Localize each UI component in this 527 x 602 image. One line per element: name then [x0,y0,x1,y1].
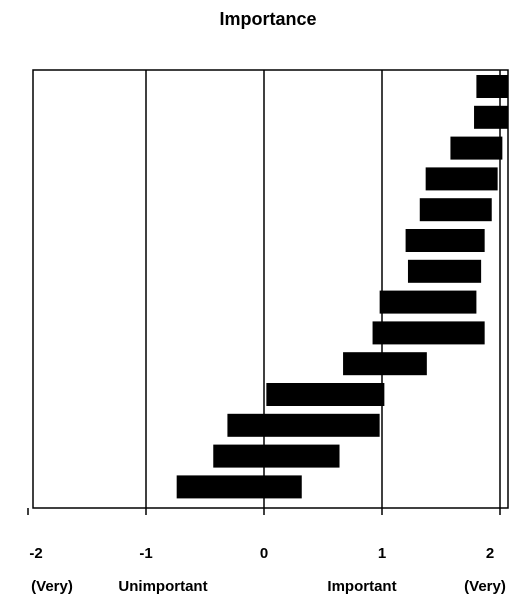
x-tick-label: -1 [139,545,152,562]
range-bar [379,290,477,314]
range-bar [425,167,498,191]
range-bar [372,321,485,345]
range-bar [450,136,503,160]
range-bar [476,75,508,98]
x-tick-label: -2 [29,545,42,562]
chart-title: Importance [219,9,316,29]
x-tick-label: 2 [486,545,494,562]
x-sublabel-important: Important [327,578,396,595]
range-bar [419,198,492,222]
range-bar [343,352,427,376]
x-tick-label: 1 [378,545,386,562]
range-bar [176,475,302,499]
range-bar [213,444,340,468]
plot-area-frame [32,69,509,509]
x-sublabel-unimportant: Unimportant [118,578,207,595]
range-bar [405,229,485,252]
x-sublabel-very-unimportant: (Very) [31,578,73,595]
range-bar [227,413,380,437]
x-tick-labels: -2 -1 0 1 2 [27,508,501,562]
range-bar [266,383,385,406]
gridlines [145,70,501,508]
range-bar [474,105,508,129]
x-sublabel-very-important: (Very) [464,578,506,595]
x-tick-label: 0 [260,545,268,562]
x-sublabels: (Very) Unimportant Important (Very) [31,578,506,595]
range-bars [176,75,508,499]
range-bar [407,259,482,283]
